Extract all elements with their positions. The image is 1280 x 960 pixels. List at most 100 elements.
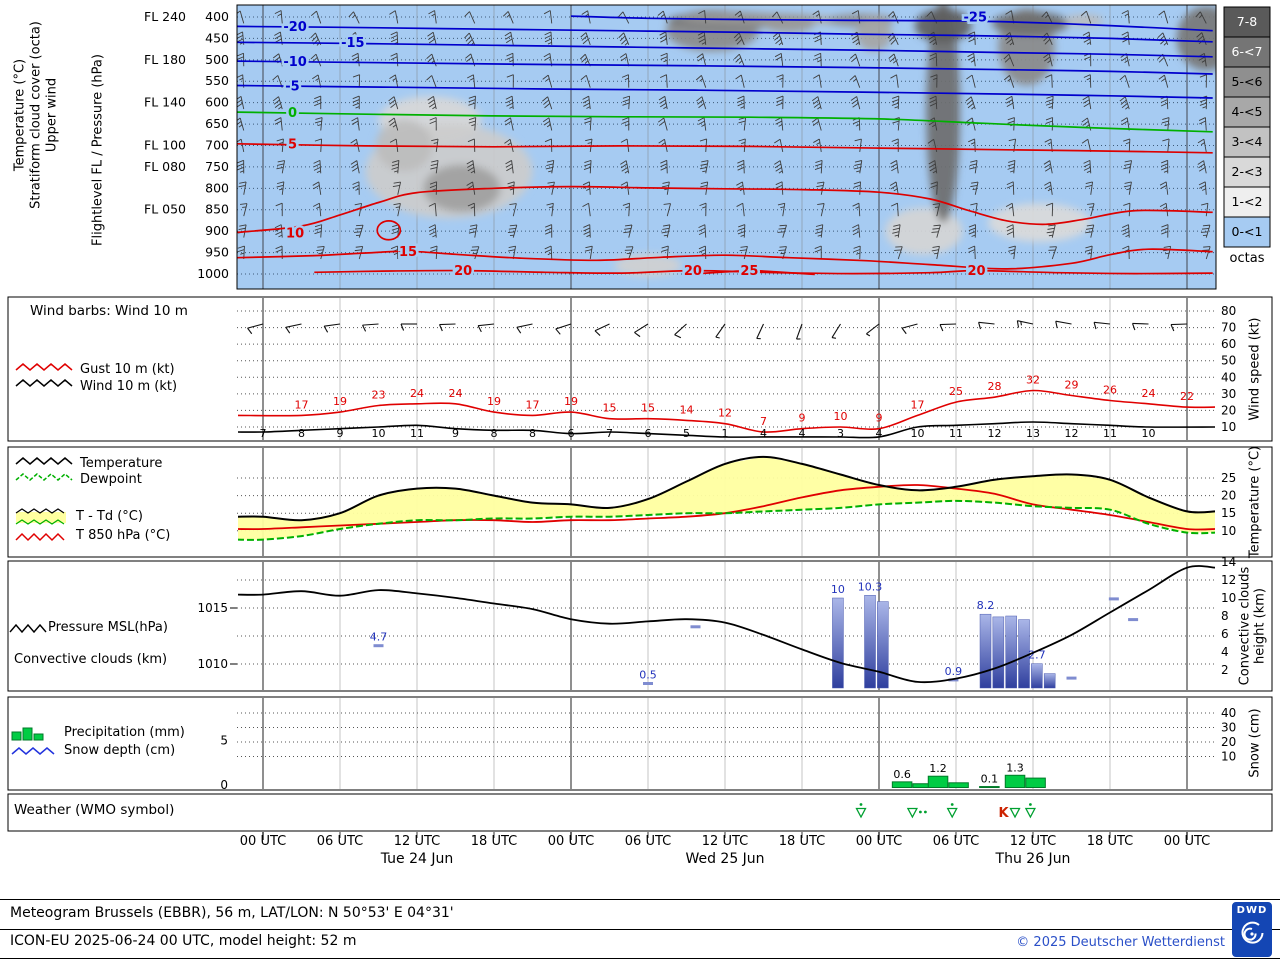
line (474, 224, 478, 238)
line (237, 52, 244, 57)
line (507, 181, 515, 185)
line (1124, 160, 1132, 163)
precip-bar-icon (22, 727, 33, 741)
line (813, 74, 820, 79)
wind-barb (237, 138, 245, 153)
line (1131, 323, 1136, 331)
wind-barb (238, 181, 247, 195)
line (584, 117, 592, 121)
line (1197, 35, 1204, 41)
line (1044, 56, 1051, 62)
wind-value-label: 12 (988, 427, 1002, 440)
wind-barb (1006, 224, 1015, 238)
line (1013, 246, 1016, 260)
wind-barb (351, 117, 360, 131)
line (740, 245, 748, 248)
line (1012, 224, 1015, 238)
isotherm-line (237, 84, 1213, 99)
line (505, 35, 512, 40)
wind-barb (1045, 117, 1054, 131)
line (815, 231, 823, 234)
octas-swatch-label: 1-<2 (1232, 194, 1263, 209)
line (700, 181, 708, 184)
line (320, 246, 325, 260)
line (1051, 74, 1053, 88)
gust-value-label: 9 (876, 412, 883, 425)
precip-bar-icon (33, 733, 44, 741)
wind-barb (348, 11, 360, 24)
line (968, 245, 975, 250)
wind-barb (504, 31, 514, 45)
line (315, 117, 323, 120)
line (315, 53, 322, 67)
line (428, 227, 436, 232)
line (661, 184, 669, 188)
wind-barb (1093, 321, 1111, 330)
line (816, 142, 821, 145)
line (859, 181, 861, 195)
line (776, 11, 784, 24)
line (891, 102, 899, 106)
line (1044, 39, 1051, 45)
isotherm-label: -25 (964, 10, 988, 25)
line (277, 13, 282, 17)
line (314, 224, 322, 228)
line (1046, 95, 1054, 99)
line (504, 117, 511, 123)
line (580, 74, 587, 81)
wind-barb (967, 52, 976, 67)
wind-barb (507, 245, 517, 260)
line (814, 34, 821, 39)
line (548, 170, 553, 173)
line (702, 53, 707, 67)
line (237, 163, 244, 167)
line (1090, 224, 1095, 238)
line (435, 138, 439, 152)
line (468, 99, 476, 103)
wind-barb (1083, 74, 1092, 88)
line (1085, 124, 1090, 128)
footer-station-line: Meteogram Brussels (EBBR), 56 m, LAT/LON… (10, 905, 454, 921)
wind-barb (695, 75, 707, 88)
line (352, 14, 356, 19)
line (968, 224, 976, 228)
wind-barb (582, 202, 591, 217)
line (237, 245, 245, 249)
line (242, 206, 247, 208)
line (776, 74, 784, 78)
line (738, 32, 745, 46)
line (666, 74, 668, 88)
wind-barb (734, 10, 745, 24)
gust-value-label: 32 (1026, 374, 1040, 387)
gust-value-label: 25 (949, 385, 963, 398)
wind-barb (1087, 203, 1095, 217)
wind-barb (313, 202, 322, 217)
wind-barb (966, 74, 976, 88)
wind-line-icon (15, 379, 73, 387)
line (623, 231, 631, 234)
line (854, 75, 861, 88)
line (432, 106, 436, 110)
line (548, 117, 553, 131)
line (549, 10, 553, 24)
line (619, 35, 626, 42)
line (892, 60, 897, 64)
line (887, 11, 894, 17)
wind-barb (314, 224, 323, 238)
line (1203, 53, 1207, 67)
wind-barb (543, 10, 553, 24)
line (351, 52, 359, 57)
isotherm-line (237, 41, 1213, 58)
line (657, 117, 665, 123)
convective-value-label: 2.7 (1028, 649, 1046, 662)
line (901, 323, 918, 329)
wind-barb (978, 321, 995, 330)
line (390, 245, 398, 250)
line (239, 181, 247, 184)
wind-barb (429, 181, 438, 195)
line (314, 138, 322, 142)
precip-axis-tick: 5 (220, 734, 228, 748)
line (506, 102, 513, 107)
line (1126, 53, 1130, 67)
line (893, 188, 898, 192)
